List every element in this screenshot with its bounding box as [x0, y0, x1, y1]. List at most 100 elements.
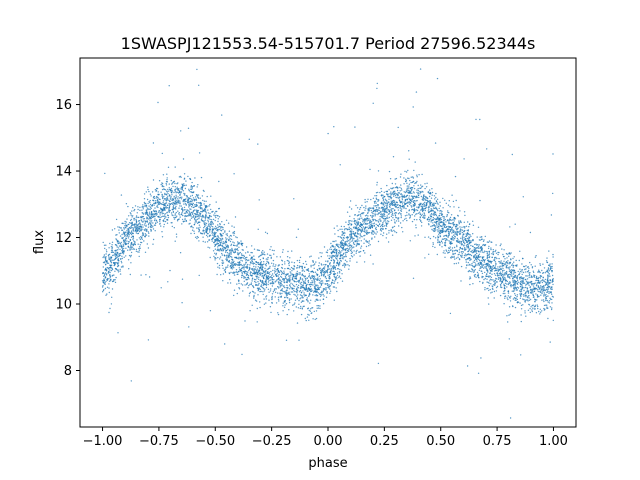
- scatter-point: [226, 244, 229, 246]
- scatter-point: [265, 273, 267, 275]
- scatter-point: [189, 219, 191, 221]
- scatter-point: [430, 212, 433, 215]
- scatter-point: [509, 226, 511, 228]
- scatter-point: [549, 306, 552, 308]
- scatter-point: [314, 278, 317, 280]
- scatter-point: [215, 252, 218, 255]
- scatter-point: [384, 215, 386, 218]
- scatter-point: [343, 225, 345, 228]
- scatter-point: [114, 228, 116, 230]
- scatter-point: [205, 222, 208, 225]
- scatter-point: [215, 216, 217, 219]
- scatter-point: [366, 201, 368, 203]
- scatter-point: [523, 287, 525, 289]
- scatter-point: [549, 341, 551, 343]
- scatter-point: [324, 266, 326, 268]
- scatter-point: [399, 190, 401, 192]
- scatter-point: [394, 231, 396, 233]
- scatter-point: [363, 242, 365, 244]
- scatter-point: [346, 249, 349, 252]
- scatter-point: [410, 181, 412, 184]
- scatter-point: [313, 275, 316, 277]
- scatter-point: [475, 243, 477, 245]
- scatter-point: [111, 244, 113, 246]
- scatter-point: [104, 282, 106, 284]
- scatter-point: [448, 221, 450, 224]
- scatter-point: [519, 272, 521, 274]
- scatter-point: [380, 228, 382, 230]
- scatter-point: [355, 223, 357, 226]
- scatter-point: [179, 194, 181, 196]
- scatter-point: [492, 265, 494, 267]
- scatter-point: [257, 289, 259, 292]
- scatter-point: [329, 274, 331, 276]
- scatter-point: [506, 283, 508, 285]
- scatter-point: [349, 246, 351, 249]
- scatter-point: [256, 272, 258, 275]
- scatter-point: [227, 248, 229, 250]
- scatter-point: [519, 280, 522, 283]
- scatter-point: [431, 228, 433, 231]
- scatter-point: [389, 206, 391, 208]
- scatter-point: [293, 198, 295, 200]
- scatter-point: [148, 223, 150, 225]
- scatter-point: [395, 196, 397, 199]
- scatter-point: [261, 267, 263, 269]
- scatter-point: [411, 220, 414, 223]
- scatter-point: [261, 253, 264, 256]
- scatter-point: [318, 293, 321, 295]
- scatter-point: [524, 312, 526, 314]
- scatter-point: [515, 297, 517, 299]
- scatter-point: [172, 201, 174, 204]
- scatter-point: [412, 195, 414, 197]
- scatter-point: [502, 273, 504, 276]
- scatter-point: [175, 216, 177, 218]
- scatter-point: [108, 291, 111, 294]
- scatter-point: [236, 292, 238, 295]
- scatter-point: [402, 220, 404, 222]
- scatter-point: [283, 270, 285, 272]
- scatter-point: [401, 195, 403, 198]
- scatter-point: [122, 241, 125, 243]
- scatter-point: [475, 256, 478, 258]
- scatter-point: [292, 304, 294, 306]
- scatter-point: [164, 213, 166, 215]
- scatter-point: [199, 207, 202, 210]
- scatter-point: [472, 233, 474, 235]
- scatter-point: [443, 221, 445, 224]
- scatter-point: [255, 279, 257, 281]
- scatter-point: [509, 271, 512, 274]
- scatter-point: [272, 291, 275, 293]
- scatter-point: [263, 298, 265, 300]
- scatter-point: [428, 224, 430, 226]
- scatter-point: [520, 295, 522, 298]
- scatter-point: [481, 272, 484, 275]
- scatter-point: [467, 221, 469, 223]
- scatter-point: [316, 284, 318, 286]
- scatter-point: [275, 280, 277, 282]
- scatter-point: [385, 204, 387, 206]
- scatter-point: [423, 204, 425, 206]
- scatter-point: [400, 215, 402, 217]
- scatter-point: [164, 217, 166, 220]
- scatter-point: [473, 257, 475, 259]
- scatter-point: [526, 296, 529, 299]
- scatter-point: [528, 299, 531, 301]
- scatter-point: [323, 246, 326, 248]
- scatter-point: [336, 225, 338, 227]
- scatter-point: [519, 302, 521, 304]
- scatter-point: [434, 218, 436, 220]
- scatter-point: [152, 179, 155, 181]
- scatter-point: [438, 229, 440, 231]
- scatter-point: [103, 244, 106, 246]
- scatter-point: [406, 205, 409, 207]
- scatter-point: [401, 226, 403, 229]
- scatter-point: [140, 236, 142, 238]
- scatter-point: [276, 279, 278, 281]
- scatter-point: [339, 272, 341, 274]
- scatter-point: [202, 216, 204, 218]
- scatter-point: [403, 218, 406, 220]
- scatter-point: [230, 235, 232, 237]
- scatter-point: [447, 236, 449, 238]
- scatter-point: [452, 251, 454, 253]
